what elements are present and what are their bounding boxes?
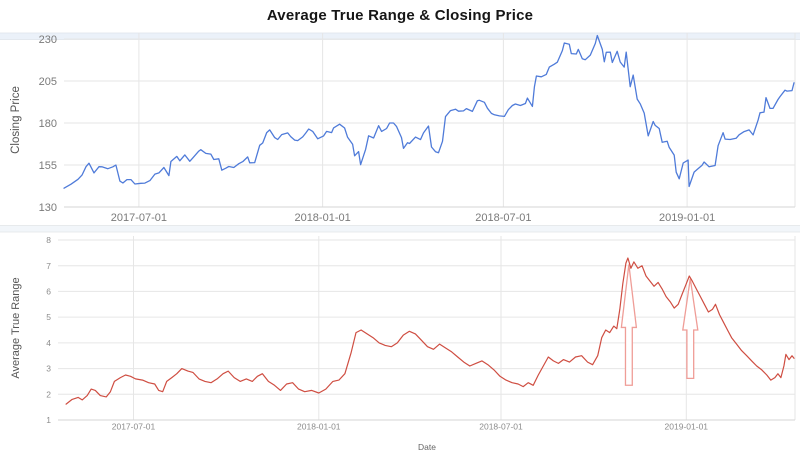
y-tick-label: 180	[39, 118, 57, 130]
closing-price-plot-area[interactable]	[64, 33, 795, 207]
x-tick-label: 2019-01-01	[665, 422, 709, 432]
atr-plot-area[interactable]	[58, 236, 795, 420]
x-tick-label: 2019-01-01	[659, 212, 715, 224]
x-tick-label: 2017-07-01	[112, 422, 156, 432]
chart-title: Average True Range & Closing Price	[266, 7, 534, 24]
up-arrow-annotation	[620, 264, 638, 386]
up-arrow-annotation	[682, 278, 699, 379]
x-axis-title: Date	[418, 442, 436, 452]
atr-line	[65, 257, 795, 405]
closing-price-line	[63, 34, 795, 189]
y-tick-label: 8	[46, 235, 51, 245]
y-axis-title: Closing Price	[10, 86, 22, 154]
x-tick-label: 2017-07-01	[111, 212, 167, 224]
y-tick-label: 155	[39, 160, 57, 172]
y-axis-title: Average True Range	[10, 277, 22, 378]
y-tick-label: 205	[39, 76, 57, 88]
y-tick-label: 4	[46, 338, 51, 348]
y-tick-label: 6	[46, 287, 51, 297]
x-tick-label: 2018-07-01	[475, 212, 531, 224]
x-tick-label: 2018-01-01	[294, 212, 350, 224]
y-tick-label: 230	[39, 34, 57, 46]
y-tick-label: 1	[46, 415, 51, 425]
y-tick-label: 3	[46, 364, 51, 374]
y-tick-label: 5	[46, 312, 51, 322]
y-tick-label: 2	[46, 389, 51, 399]
y-tick-label: 7	[46, 261, 51, 271]
x-tick-label: 2018-07-01	[479, 422, 523, 432]
y-tick-label: 130	[39, 202, 57, 214]
x-tick-label: 2018-01-01	[297, 422, 341, 432]
panel-divider-band	[0, 225, 800, 233]
